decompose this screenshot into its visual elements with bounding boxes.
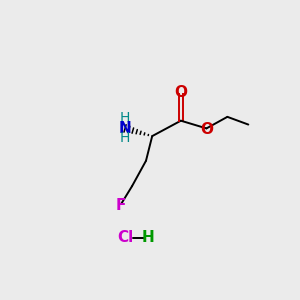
Text: H: H [120,131,130,146]
Text: H: H [142,230,155,245]
Text: F: F [116,198,126,213]
Text: O: O [174,85,188,100]
Text: N: N [119,121,131,136]
Text: H: H [120,111,130,125]
Text: Cl: Cl [117,230,133,245]
Text: O: O [200,122,213,137]
